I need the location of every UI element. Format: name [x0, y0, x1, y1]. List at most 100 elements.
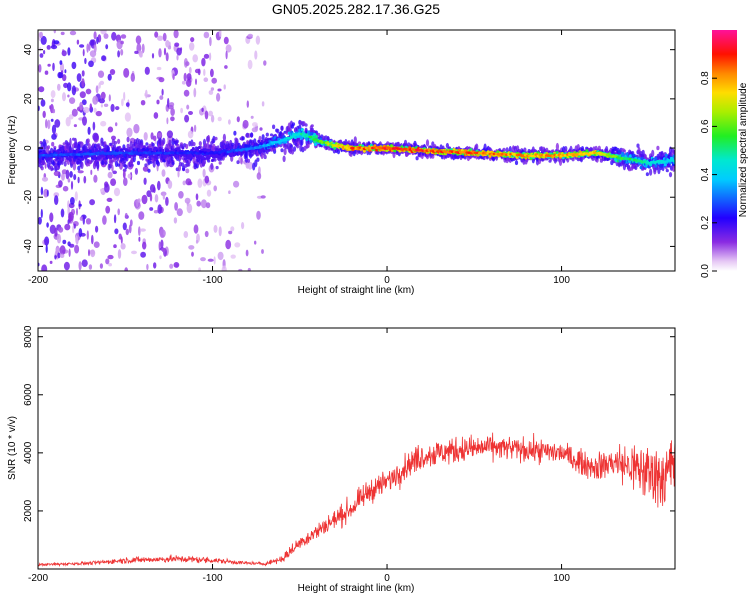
spectrogram-blob: [137, 198, 141, 203]
spectrogram-blob: [163, 47, 167, 56]
spectrogram-blob: [184, 114, 190, 123]
y-tick-label: 4000: [23, 441, 34, 464]
spectrogram-blob: [260, 195, 266, 199]
spectrogram-blob: [40, 186, 44, 196]
spectrogram-halo: [246, 158, 251, 163]
spectrogram-blob: [89, 39, 95, 46]
spectrogram-blob: [44, 236, 50, 246]
spectrogram-blob: [191, 251, 194, 257]
spectrogram-blob: [126, 127, 133, 138]
spectrogram-blob: [92, 121, 96, 131]
x-tick-label: 0: [384, 275, 390, 286]
spectrogram-ridge: [148, 155, 152, 159]
spectrogram-ridge: [181, 146, 185, 150]
spectrogram-blob: [40, 208, 43, 219]
spectrogram-halo: [150, 132, 154, 140]
spectrogram-blob: [67, 94, 70, 98]
spectrogram-blob: [203, 31, 210, 39]
spectrogram-blob: [93, 241, 100, 248]
spectrogram-ridge: [274, 143, 278, 147]
spectrogram-halo: [280, 148, 284, 153]
spectrogram-blob: [153, 262, 157, 269]
spectrogram-ridge: [221, 145, 225, 150]
spectrogram-halo: [63, 161, 67, 167]
spectrogram-blob: [49, 212, 54, 223]
spectrogram-blob: [73, 223, 76, 229]
spectrogram-halo: [124, 164, 128, 170]
spectrogram-blob: [86, 230, 89, 240]
spectrogram-halo: [657, 167, 661, 175]
spectrogram-blob: [107, 171, 113, 179]
spectrogram-blob: [225, 44, 232, 53]
spectrogram-blob: [261, 249, 264, 254]
spectrogram-blob: [201, 57, 206, 67]
colorbar-tick-label: 0.4: [700, 167, 711, 181]
spectrogram-blob: [211, 77, 217, 84]
spectrogram-blob: [156, 99, 160, 105]
spectrogram-halo: [425, 139, 430, 147]
spectrogram-ridge: [622, 153, 625, 157]
spectrogram-blob: [91, 234, 94, 245]
x-tick-label: 100: [553, 275, 570, 286]
spectrogram-blob: [113, 214, 117, 224]
x-tick-label: -100: [203, 275, 223, 286]
spectrogram-halo: [86, 138, 90, 144]
spectrogram-blob: [61, 50, 67, 57]
spectrogram-blob: [154, 140, 157, 145]
spectrogram-blob: [196, 200, 201, 207]
spectrogram-blob: [236, 116, 240, 123]
spectrogram-blob: [117, 50, 120, 58]
spectrogram-halo: [250, 132, 254, 138]
spectrogram-blob: [195, 78, 197, 85]
spectrogram-blob: [174, 42, 180, 47]
spectrogram-ridge: [208, 148, 212, 152]
spectrogram-blob: [197, 68, 201, 76]
spectrogram-blob: [143, 132, 148, 141]
spectrogram-blob: [39, 53, 44, 58]
spectrogram-blob: [241, 222, 245, 230]
spectrogram-blob: [217, 251, 224, 261]
spectrogram-ridge: [116, 146, 120, 150]
spectrogram-blob: [157, 180, 161, 191]
spectrogram-ridge: [195, 154, 199, 159]
spectrogram-blob: [153, 210, 159, 214]
spectrogram-halo: [276, 128, 280, 134]
colorbar-label: Normalized spectral amplitude: [738, 82, 749, 217]
spectrogram-halo: [96, 161, 100, 170]
spectrogram-ridge: [319, 137, 323, 141]
spectrogram-halo: [152, 160, 156, 168]
spectrogram-blob: [247, 161, 253, 170]
spectrogram-blob: [93, 31, 97, 40]
spectrogram-blob: [190, 37, 195, 43]
spectrogram-blob: [107, 73, 112, 81]
spectrogram-blob: [200, 199, 207, 209]
spectrogram-blob: [203, 68, 206, 76]
spectrogram-ridge: [207, 155, 211, 159]
spectrogram-blob: [181, 80, 186, 85]
spectrogram-ridge: [240, 145, 244, 149]
spectrogram-blob: [178, 191, 184, 199]
spectrogram-ridge: [227, 145, 231, 149]
spectrogram-blob: [47, 63, 51, 67]
spectrogram-blob: [51, 124, 57, 135]
spectrogram-blob: [250, 115, 254, 119]
spectrogram-blob: [202, 168, 206, 178]
spectrogram-blob: [79, 216, 84, 221]
spectrogram-ridge: [267, 148, 271, 152]
spectrogram-blob: [157, 204, 162, 215]
spectrogram-ridge: [257, 139, 261, 143]
spectrogram-blob: [154, 194, 159, 203]
spectrogram-halo: [51, 141, 55, 147]
y-tick-label: -20: [23, 190, 34, 205]
spectrogram-blob: [207, 258, 214, 262]
colorbar-tick-label: 0.8: [700, 71, 711, 85]
spectrogram-halo: [357, 141, 362, 145]
spectrogram-blob: [74, 244, 80, 254]
spectrogram-blob: [102, 215, 107, 225]
spectrogram-ridge: [654, 164, 658, 168]
spectrogram-blob: [115, 122, 118, 127]
spectrogram-halo: [185, 143, 189, 150]
spectrogram-blob: [159, 255, 162, 260]
spectrogram-ridge: [81, 157, 84, 161]
spectrogram-blob: [97, 70, 105, 78]
